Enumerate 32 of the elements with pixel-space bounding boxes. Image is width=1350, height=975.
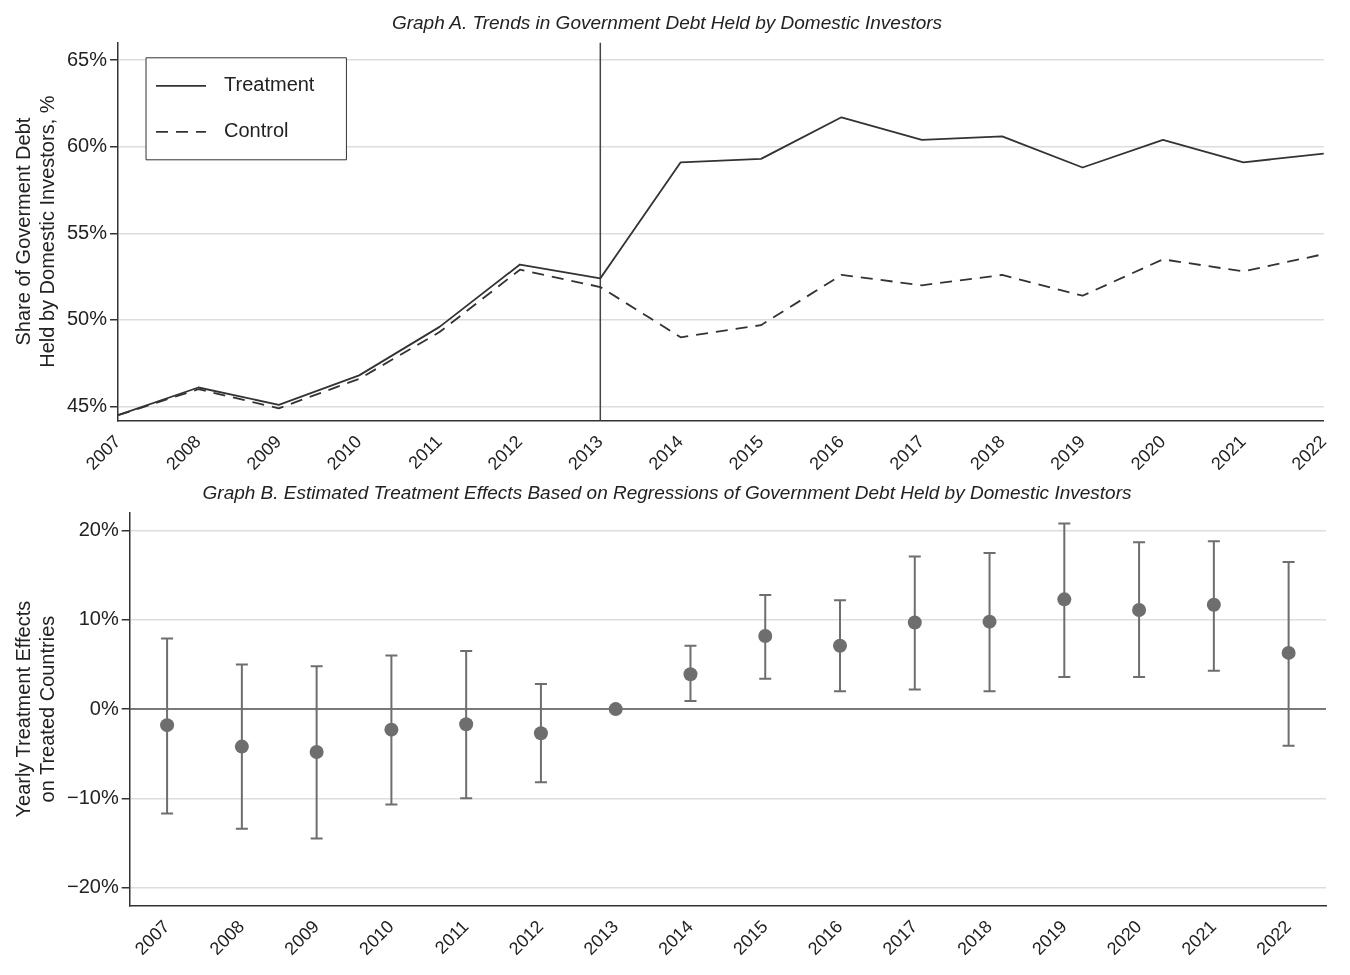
y-tick-label: 50%	[67, 307, 108, 330]
y-tick-label: 0%	[89, 696, 119, 719]
chart-title: Graph A. Trends in Government Debt Held by Domestic Investors	[391, 11, 943, 33]
legend-label: Control	[224, 119, 289, 142]
legend-label: Treatment	[224, 73, 315, 96]
chart-title: Graph B. Estimated Treatment Effects Based on Regressions of Government Debt Held by Domestic Investors	[202, 481, 1132, 503]
point	[833, 638, 848, 653]
point	[309, 744, 324, 759]
y-tick-label: 45%	[67, 394, 108, 417]
y-tick-label: 55%	[67, 220, 108, 243]
y-tick-label: 10%	[78, 607, 119, 630]
point	[160, 718, 175, 733]
y-tick-label: −10%	[66, 785, 119, 808]
y-axis-title: Yearly Treatment Effects on Treated Countries	[11, 600, 58, 818]
y-axis-title: Share of Goverment Debt Held by Domestic Investors, %	[11, 95, 58, 368]
point	[758, 628, 773, 643]
y-tick-label: 65%	[67, 47, 108, 70]
point	[683, 667, 698, 682]
y-tick-label: 20%	[78, 518, 119, 541]
point	[384, 722, 399, 737]
point	[533, 726, 548, 741]
point	[907, 615, 922, 630]
point	[1206, 597, 1221, 612]
point	[1132, 603, 1147, 618]
point	[1057, 592, 1072, 607]
point	[459, 717, 474, 732]
y-tick-label: 60%	[67, 134, 108, 157]
point	[982, 614, 997, 629]
point	[234, 739, 249, 754]
point	[608, 702, 623, 717]
y-tick-label: −20%	[66, 875, 119, 898]
point	[1281, 645, 1296, 660]
